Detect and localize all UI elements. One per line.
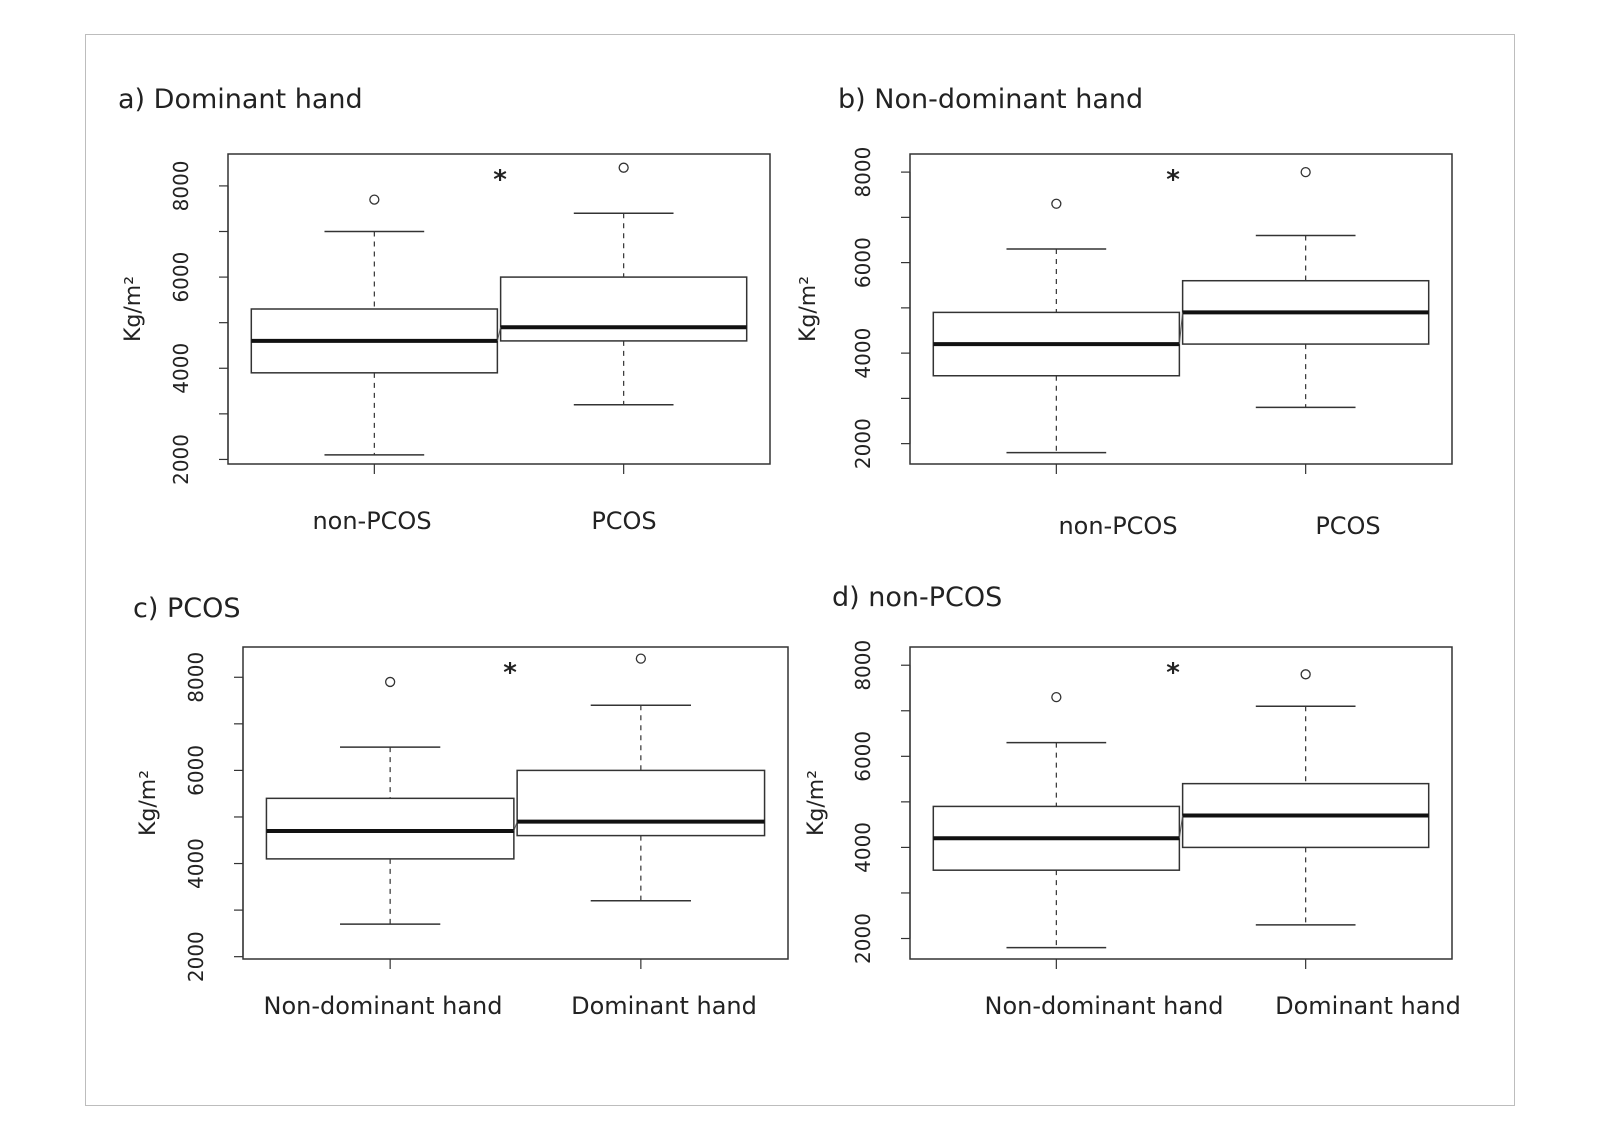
figure-frame — [85, 34, 1515, 1106]
interquartile-box — [499, 276, 748, 342]
y-tick-label: 8000 — [851, 640, 875, 691]
category-label: PCOS — [591, 507, 656, 535]
category-label: Dominant hand — [571, 992, 757, 1020]
category-label: Non-dominant hand — [984, 992, 1223, 1020]
panel-title: a) Dominant hand — [118, 84, 363, 115]
box-2: PCOS — [499, 162, 748, 535]
outlier-point — [384, 676, 396, 688]
y-tick-label: 2000 — [169, 434, 193, 485]
y-axis-label: Kg/m² — [121, 276, 146, 342]
outlier-point — [1300, 669, 1311, 680]
significance-marker: * — [1166, 165, 1180, 195]
y-tick-label: 2000 — [851, 418, 875, 469]
y-axis-label: Kg/m² — [136, 770, 161, 836]
box-2: Dominant hand — [516, 653, 766, 1020]
panel-c: c) PCOS 2000 4000 6000 8000 Kg/m² Non-dominant… — [133, 593, 789, 1020]
y-tick-label: 4000 — [851, 822, 875, 873]
outlier-point — [1051, 691, 1062, 703]
y-tick-label: 6000 — [184, 745, 208, 796]
category-label: PCOS — [1315, 512, 1380, 540]
significance-marker: * — [503, 658, 517, 688]
y-tick-label: 4000 — [169, 343, 193, 394]
median-connector — [1178, 815, 1184, 839]
outlier-point — [1300, 166, 1311, 178]
significance-marker: * — [1166, 658, 1180, 688]
outlier-point — [618, 162, 629, 173]
y-tick-label: 6000 — [851, 237, 875, 288]
box-2: PCOS — [1181, 166, 1430, 540]
median-connector — [513, 821, 518, 832]
y-tick-label: 6000 — [851, 731, 875, 782]
panel-title: b) Non-dominant hand — [838, 84, 1143, 115]
y-tick-label: 8000 — [169, 160, 193, 211]
box-1: Non-dominant hand — [263, 676, 515, 1020]
y-tick-label: 8000 — [851, 147, 875, 198]
box-2: Dominant hand — [1181, 669, 1461, 1020]
panel-title: d) non-PCOS — [832, 582, 1002, 613]
panel-b: b) Non-dominant hand 2000 4000 6000 8000 Kg/m… — [796, 84, 1453, 540]
category-label: Dominant hand — [1275, 992, 1461, 1020]
y-tick-label: 4000 — [184, 838, 208, 889]
interquartile-box — [265, 797, 515, 860]
median-connector — [1178, 312, 1184, 345]
y-tick-label: 8000 — [184, 652, 208, 703]
interquartile-box — [516, 769, 766, 837]
median-connector — [496, 327, 502, 342]
box-1: Non-dominant hand — [932, 691, 1224, 1020]
y-tick-label: 2000 — [851, 913, 875, 964]
y-axis-label: Kg/m² — [796, 276, 821, 342]
panel-a: a) Dominant hand 2000 4000 6000 8000 Kg/m² non… — [118, 84, 771, 535]
y-tick-label: 6000 — [169, 252, 193, 303]
box-1: non-PCOS — [932, 198, 1181, 540]
y-tick-label: 2000 — [184, 931, 208, 982]
panel-title: c) PCOS — [133, 593, 241, 624]
outlier-point — [1051, 198, 1062, 209]
significance-marker: * — [493, 165, 507, 195]
box-1: non-PCOS — [250, 194, 499, 535]
category-label: Non-dominant hand — [263, 992, 502, 1020]
y-tick-label: 4000 — [851, 328, 875, 379]
y-axis-label: Kg/m² — [804, 770, 829, 836]
panel-d: d) non-PCOS 2000 4000 6000 8000 Kg/m² Non-domi… — [804, 582, 1461, 1020]
category-label: non-PCOS — [312, 507, 431, 535]
outlier-point — [369, 194, 380, 205]
category-label: non-PCOS — [1058, 512, 1177, 540]
outlier-point — [635, 653, 646, 664]
